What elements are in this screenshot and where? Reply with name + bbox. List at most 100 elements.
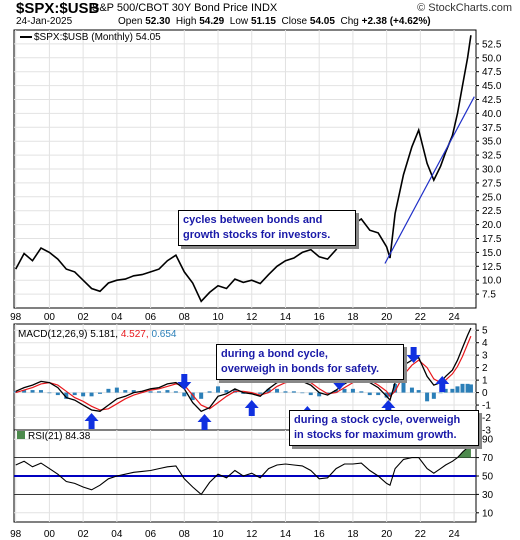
low-value: 51.15 [250,16,276,27]
macd-histogram-bar [465,383,470,393]
macd-histogram-bar [409,387,414,393]
macd-histogram-bar [401,382,406,393]
macd-legend-name: MACD(12,26,9) [18,329,90,340]
macd-histogram-bar [431,392,436,399]
macd-legend-signal: 4.527, [121,329,152,340]
x-tick-label-upper: 16 [314,312,326,323]
high-value: 54.29 [199,16,225,27]
macd-histogram-bar [376,392,381,396]
macd-histogram-bar [224,390,229,393]
price-tick-label: 47.5 [482,67,502,78]
rsi-tick-label: 10 [482,508,494,519]
macd-tick-label: 1 [482,376,488,387]
open-value: 52.30 [145,16,171,27]
price-tick-label: 45.0 [482,81,502,92]
macd-legend-hist: 0.654 [151,329,176,340]
macd-legend-value: 5.181, [90,329,121,340]
x-tick-label-upper: 14 [280,312,292,323]
macd-histogram-bar [468,384,473,393]
macd-histogram-bar [443,388,448,393]
macd-tick-label: 3 [482,351,488,362]
up-arrow-icon [381,400,396,416]
price-tick-label: 35.0 [482,137,502,148]
macd-histogram-bar [148,391,153,393]
macd-tick-label: -2 [482,413,491,424]
x-tick-label-upper: 08 [179,312,191,323]
x-tick-label-lower: 02 [78,529,90,540]
rsi-tick-label: 70 [482,453,494,464]
x-tick-label-upper: 18 [347,312,359,323]
rsi-legend-swatch [17,431,25,439]
price-tick-label: 40.0 [482,109,502,120]
price-tick-label: 15.0 [482,248,502,259]
price-tick-label: 7.5 [482,290,496,301]
low-label: Low [229,16,249,27]
macd-tick-label: 5 [482,326,488,337]
macd-histogram-bar [190,392,195,401]
macd-histogram-bar [450,388,455,393]
macd-histogram-bar [317,392,322,397]
macd-histogram-bar [388,392,393,397]
down-arrow-icon [406,347,421,363]
macd-histogram-bar [438,392,443,394]
up-arrow-icon [435,376,450,392]
macd-histogram-bar [359,391,364,393]
macd-histogram-bar [89,392,94,397]
up-arrow-icon [244,400,259,416]
macd-histogram-bar [38,390,43,393]
macd-legend: MACD(12,26,9) 5.181, 4.527, 0.654 [18,329,177,340]
x-tick-label-upper: 24 [449,312,461,323]
annotation-stock-cycle: during a stock cycle, overweigh in stock… [289,410,479,446]
price-tick-label: 25.0 [482,192,502,203]
chart-symbol: $SPX:$USB [16,0,100,17]
x-tick-label-lower: 98 [10,529,22,540]
macd-histogram-bar [455,386,460,393]
price-tick-label: 50.0 [482,53,502,64]
x-tick-label-lower: 00 [44,529,56,540]
quote-line: Open 52.30 High 54.29 Low 51.15 Close 54… [118,16,431,27]
macd-histogram-bar [106,388,111,393]
annotation-cycles: cycles between bonds and growth stocks f… [178,210,356,246]
down-arrow-icon [177,374,192,390]
up-arrow-icon [84,413,99,429]
macd-histogram-bar [199,392,204,399]
macd-histogram-bar [64,392,69,399]
close-value: 54.05 [309,16,335,27]
rsi-line [15,443,472,496]
high-label: High [175,16,197,27]
rsi-tick-label: 30 [482,490,494,501]
rsi-tick-label: 50 [482,472,494,483]
macd-histogram-bar [275,388,280,393]
macd-histogram-bar [131,390,136,393]
macd-histogram-bar [55,392,60,396]
price-legend: $SPX:$USB (Monthly) 54.05 [34,32,161,43]
x-tick-label-lower: 24 [449,529,461,540]
macd-histogram-bar [72,392,77,396]
price-tick-label: 17.5 [482,234,502,245]
x-tick-label-upper: 12 [246,312,258,323]
macd-histogram-bar [81,392,86,397]
x-tick-label-upper: 02 [78,312,90,323]
x-tick-label-lower: 22 [415,529,427,540]
macd-histogram-bar [157,391,162,393]
macd-tick-label: -3 [482,426,491,437]
macd-histogram-bar [291,391,296,393]
macd-histogram-bar [342,388,347,393]
x-tick-label-upper: 04 [111,312,123,323]
x-tick-label-upper: 00 [44,312,56,323]
price-tick-label: 32.5 [482,151,502,162]
chg-label: Chg [340,16,359,27]
price-line [14,35,472,303]
trendline [384,96,475,264]
macd-histogram-bar [367,392,372,396]
chg-value: +2.38 (+4.62%) [361,16,431,27]
x-axis: 98 98 00 00 02 02 04 04 06 06 08 08 10 10 12 12 14 14 16 16… [10,312,460,540]
annotation-bond-cycle: during a bond cycle, overweigh in bonds … [216,344,404,380]
macd-histogram-bar [216,386,221,393]
price-tick-label: 12.5 [482,262,502,273]
macd-histogram-bar [97,392,102,394]
rsi-tick-label: 90 [482,435,494,446]
x-tick-label-upper: 98 [10,312,22,323]
x-tick-label-lower: 20 [381,529,393,540]
